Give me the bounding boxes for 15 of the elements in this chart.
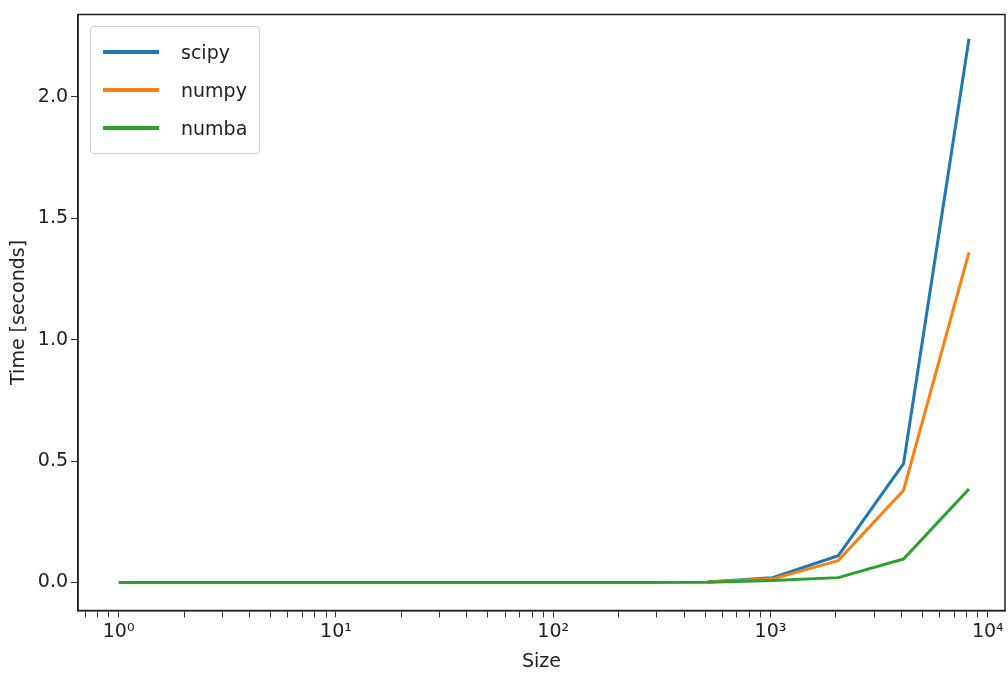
legend-label: scipy: [181, 41, 230, 64]
legend-label: numpy: [181, 79, 247, 102]
y-tick-label: 2.0: [37, 83, 69, 106]
y-tick-label: 0.5: [37, 448, 69, 471]
legend-label: numba: [181, 117, 248, 140]
x-tick-label: 10²: [537, 618, 570, 641]
y-tick-label: 0.0: [37, 569, 69, 592]
x-tick-label: 10¹: [320, 618, 352, 641]
x-axis-title: Size: [522, 648, 562, 671]
x-tick-label: 10³: [754, 618, 787, 641]
y-tick-label: 1.5: [37, 205, 69, 228]
x-tick-label: 10⁴: [971, 618, 1005, 641]
y-tick-label: 1.0: [37, 326, 69, 349]
x-tick-label: 10⁰: [102, 618, 135, 641]
y-axis-title: Time [seconds]: [6, 239, 29, 386]
